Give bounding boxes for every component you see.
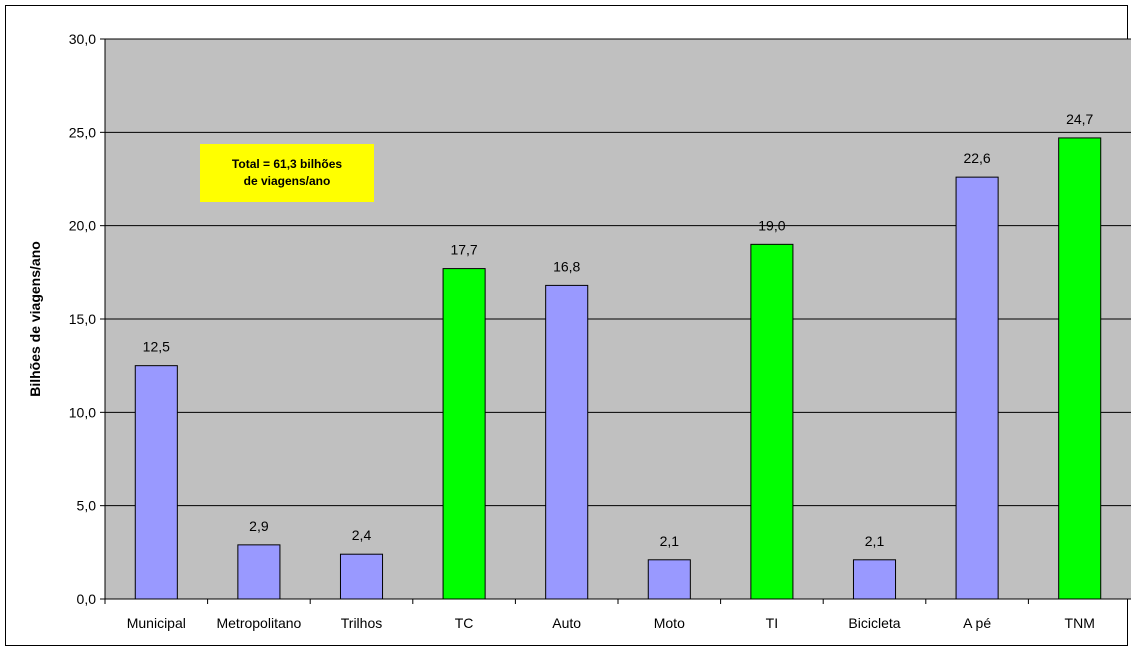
data-label: 17,7 — [450, 242, 477, 258]
y-axis-ticks: 0,0 5,0 10,0 15,0 20,0 25,0 30,0 — [69, 31, 105, 607]
y-axis-label: Bilhões de viagens/ano — [27, 241, 43, 397]
data-label: 2,1 — [660, 533, 680, 549]
annotation-line-1: Total = 61,3 bilhões — [231, 157, 343, 171]
bar-ti — [750, 243, 794, 600]
data-label: 12,5 — [143, 339, 170, 355]
x-tick-label: TI — [766, 615, 778, 631]
y-tick-label: 0,0 — [77, 591, 97, 607]
data-label: 2,9 — [249, 518, 269, 534]
x-tick-label: Moto — [654, 615, 685, 631]
x-tick-label: Bicicleta — [848, 615, 900, 631]
data-label: 2,1 — [865, 533, 885, 549]
x-tick-label: Auto — [552, 615, 581, 631]
y-tick-label: 15,0 — [69, 311, 96, 327]
y-tick-label: 10,0 — [69, 404, 96, 420]
bar-moto — [647, 559, 691, 600]
y-tick-label: 20,0 — [69, 218, 96, 234]
x-tick-label: TC — [455, 615, 474, 631]
x-tick-label: Municipal — [127, 615, 186, 631]
bar-metropolitano — [237, 544, 281, 600]
x-tick-label: Metropolitano — [216, 615, 301, 631]
x-tick-label: A pé — [963, 615, 991, 631]
x-axis-ticks: Municipal Metropolitano Trilhos TC Auto Moto T… — [127, 599, 1095, 631]
total-annotation: Total = 61,3 bilhões de viagens/ano — [200, 144, 374, 202]
data-label: 16,8 — [553, 258, 580, 274]
annotation-line-2: de viagens/ano — [243, 174, 331, 188]
x-tick-label: Trilhos — [341, 615, 383, 631]
data-label: 19,0 — [758, 217, 785, 233]
x-tick-label: TNM — [1065, 615, 1095, 631]
y-tick-label: 25,0 — [69, 124, 96, 140]
y-tick-label: 5,0 — [77, 498, 97, 514]
data-label: 2,4 — [352, 527, 372, 543]
bar-municipal — [134, 365, 178, 600]
data-label: 24,7 — [1066, 111, 1093, 127]
bar-a-p- — [955, 176, 999, 600]
bar-bicicleta — [852, 559, 897, 600]
bar-tnm — [1058, 137, 1102, 600]
bar-trilhos — [339, 553, 384, 600]
bar-tc — [442, 268, 486, 600]
bar-auto — [545, 284, 589, 600]
bars — [134, 137, 1102, 600]
data-labels: 12,5 2,9 2,4 17,7 16,8 2,1 19,0 2,1 22,6 24,7 — [143, 111, 1094, 549]
data-label: 22,6 — [963, 150, 990, 166]
y-tick-label: 30,0 — [69, 31, 96, 47]
